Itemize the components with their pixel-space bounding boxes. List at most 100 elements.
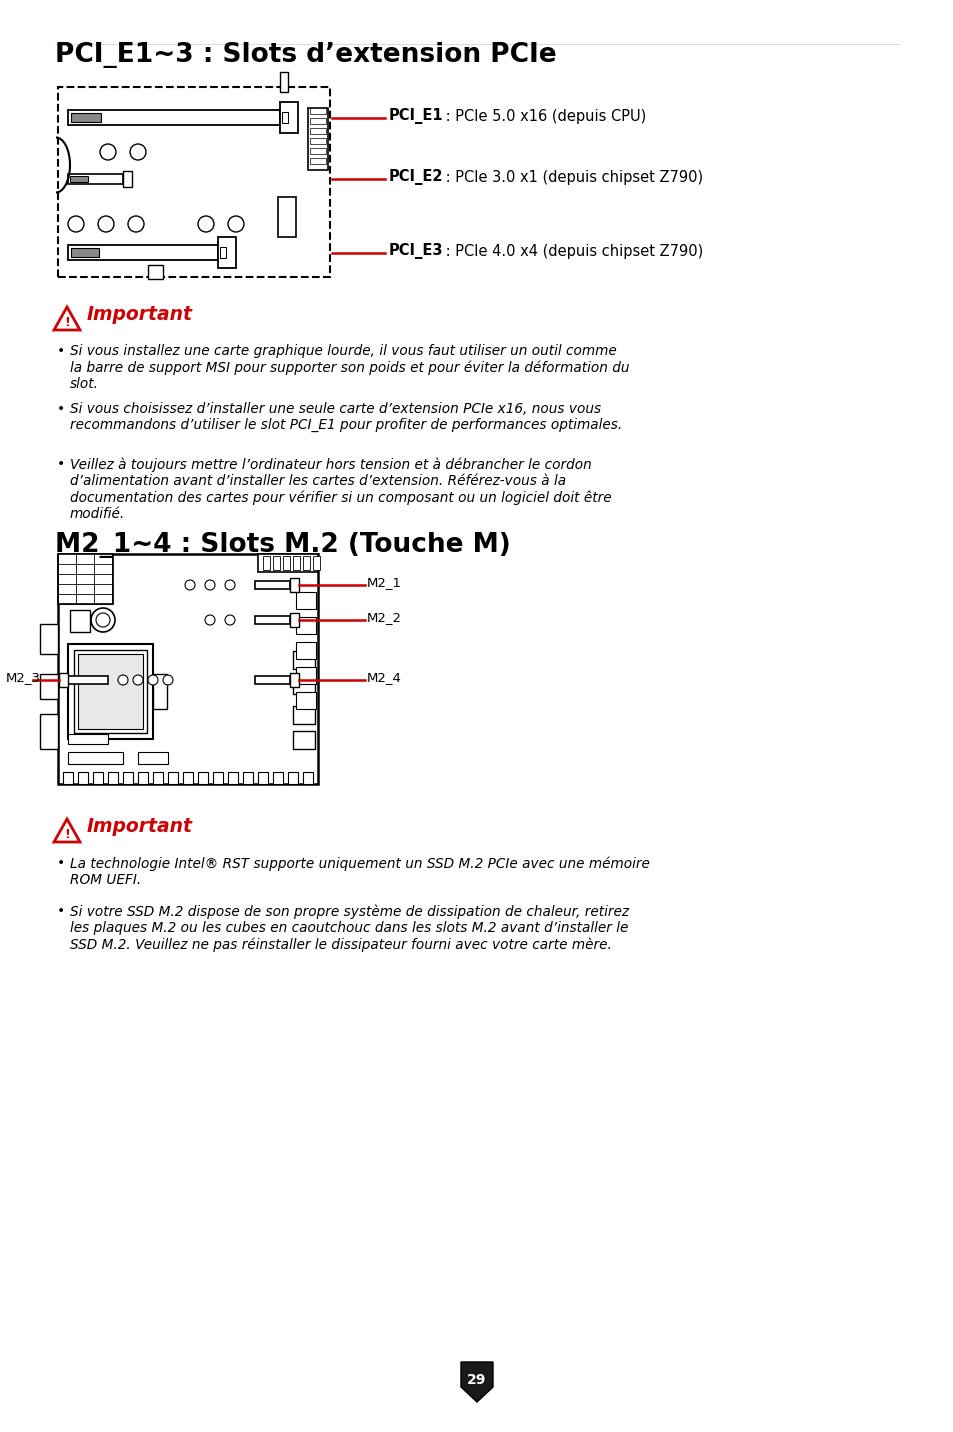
Bar [290, 673, 298, 687]
Bar [138, 752, 168, 765]
Polygon shape [54, 819, 80, 842]
Bar [68, 175, 123, 183]
Circle shape [68, 216, 84, 232]
Bar [70, 176, 88, 182]
Bar [198, 772, 208, 783]
Bar [310, 137, 326, 145]
Bar [290, 579, 298, 591]
Polygon shape [54, 306, 80, 329]
Bar [108, 772, 118, 783]
Bar [295, 692, 315, 709]
Bar [68, 644, 152, 739]
Bar [310, 147, 326, 155]
Bar [257, 772, 268, 783]
Bar [295, 591, 315, 609]
Text: PCI_E1: PCI_E1 [389, 107, 443, 125]
Text: PCI_E2: PCI_E2 [389, 169, 443, 185]
Bar [183, 772, 193, 783]
Bar [282, 112, 288, 123]
Bar [78, 772, 88, 783]
Bar [308, 107, 328, 170]
Bar [40, 674, 58, 699]
Text: •: • [57, 457, 65, 471]
Bar [254, 581, 290, 589]
Bar [71, 248, 99, 256]
Text: M2_4: M2_4 [367, 672, 401, 684]
Bar [293, 556, 299, 570]
Text: M2_1~4 : Slots M.2 (Touche M): M2_1~4 : Slots M.2 (Touche M) [55, 533, 510, 558]
Bar [280, 72, 288, 92]
Circle shape [91, 609, 115, 632]
Bar [295, 617, 315, 634]
Text: M2_2: M2_2 [367, 611, 401, 624]
Circle shape [98, 216, 113, 232]
Bar [257, 554, 317, 571]
Bar [168, 772, 178, 783]
Bar [59, 673, 68, 687]
Text: : PCIe 5.0 x16 (depuis CPU): : PCIe 5.0 x16 (depuis CPU) [440, 109, 645, 123]
Bar [303, 772, 313, 783]
Bar [293, 706, 314, 725]
Bar [295, 667, 315, 684]
Bar [273, 556, 280, 570]
Text: •: • [57, 344, 65, 358]
Bar [295, 642, 315, 659]
Text: !: ! [64, 315, 70, 328]
Circle shape [100, 145, 116, 160]
Bar [70, 610, 90, 632]
Text: Si votre SSD M.2 dispose de son propre système de dissipation de chaleur, retire: Si votre SSD M.2 dispose de son propre s… [70, 904, 628, 951]
Bar [243, 772, 253, 783]
Text: 29: 29 [467, 1373, 486, 1388]
Text: Important: Important [87, 305, 193, 324]
Bar [152, 772, 163, 783]
Text: Si vous installez une carte graphique lourde, il vous faut utiliser un outil com: Si vous installez une carte graphique lo… [70, 344, 629, 391]
Bar [254, 676, 290, 684]
Bar [123, 170, 132, 188]
Circle shape [205, 614, 214, 624]
Bar [74, 650, 147, 733]
Text: : PCIe 3.0 x1 (depuis chipset Z790): : PCIe 3.0 x1 (depuis chipset Z790) [440, 169, 702, 185]
Bar [293, 730, 314, 749]
Bar [310, 107, 326, 115]
Bar [263, 556, 270, 570]
Bar [283, 556, 290, 570]
Bar [288, 772, 297, 783]
Bar [310, 117, 326, 125]
Bar [280, 102, 297, 133]
Text: •: • [57, 402, 65, 417]
Text: •: • [57, 856, 65, 871]
Text: PCI_E3: PCI_E3 [389, 243, 443, 259]
Bar [40, 624, 58, 654]
Bar [123, 772, 132, 783]
Circle shape [205, 580, 214, 590]
Bar [58, 554, 112, 604]
Bar [310, 127, 326, 135]
Text: Important: Important [87, 818, 193, 836]
Circle shape [163, 674, 172, 684]
Bar [290, 613, 298, 627]
Circle shape [96, 613, 110, 627]
Bar [293, 676, 314, 695]
Bar [78, 654, 143, 729]
Circle shape [185, 580, 194, 590]
Bar [92, 772, 103, 783]
Circle shape [118, 674, 128, 684]
Bar [220, 246, 226, 258]
Text: •: • [57, 904, 65, 918]
Circle shape [130, 145, 146, 160]
Text: Si vous choisissez d’installer une seule carte d’extension PCIe x16, nous vous
r: Si vous choisissez d’installer une seule… [70, 402, 621, 432]
Bar [310, 158, 326, 165]
Bar [138, 772, 148, 783]
Polygon shape [460, 1362, 493, 1402]
Bar [68, 752, 123, 765]
Bar [68, 110, 280, 125]
Bar [58, 554, 317, 783]
Bar [213, 772, 223, 783]
Text: La technologie Intel® RST supporte uniquement un SSD M.2 PCIe avec une mémoire
R: La technologie Intel® RST supporte uniqu… [70, 856, 649, 886]
Circle shape [225, 580, 234, 590]
Text: M2_1: M2_1 [367, 577, 401, 590]
Circle shape [228, 216, 244, 232]
Circle shape [148, 674, 158, 684]
Bar [152, 674, 167, 709]
Circle shape [225, 614, 234, 624]
